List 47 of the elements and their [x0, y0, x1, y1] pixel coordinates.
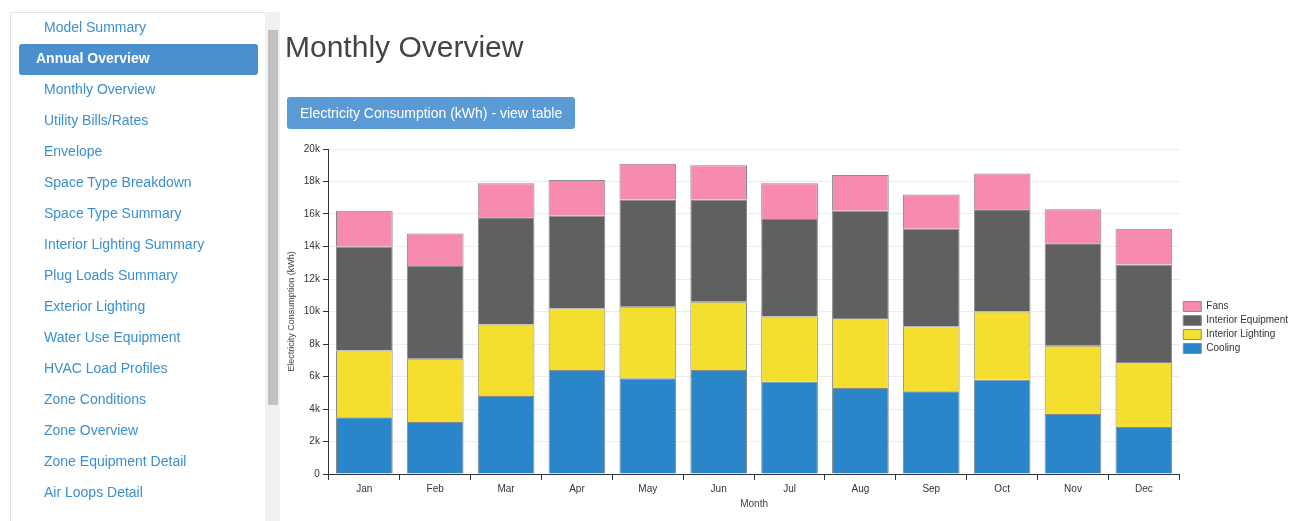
x-tick-label: Jul [783, 482, 796, 494]
y-tick-label: 0 [314, 467, 321, 479]
chart-title: Monthly Overview [285, 30, 524, 64]
y-tick-label: 10k [303, 305, 321, 317]
y-tick-label: 18k [303, 175, 321, 187]
legend-label: Cooling [1206, 342, 1241, 354]
y-tick-label: 8k [309, 337, 321, 349]
y-tick-label: 20k [303, 142, 321, 154]
text: Plug Loads Summary [43, 266, 179, 285]
y-tick-label: 16k [303, 207, 321, 219]
text: Envelope [43, 142, 104, 161]
text: Annual Overview [19, 44, 258, 75]
x-tick-label: Oct [994, 482, 1011, 494]
legend-label: Interior Equipment [1206, 314, 1289, 326]
y-tick-label: 12k [303, 272, 321, 284]
x-tick-label: May [638, 482, 658, 494]
y-tick-label: 14k [303, 240, 321, 252]
text: Zone Equipment Detail [43, 452, 188, 471]
y-tick-label: 2k [309, 435, 321, 447]
text: Zone Conditions [43, 390, 147, 409]
x-tick-label: Nov [1064, 482, 1082, 494]
legend-label: Fans [1206, 300, 1229, 312]
x-tick-label: Jun [710, 482, 727, 494]
text: Space Type Summary [43, 204, 183, 223]
x-tick-label: Jan [356, 482, 373, 494]
text: Air Loops Detail [43, 483, 144, 502]
y-axis-title: Electricity Consumption (kWh) [285, 251, 296, 372]
text: HVAC Load Profiles [43, 359, 169, 378]
chart-subtitle: Electricity Consumption (kWh) - view table [287, 97, 576, 129]
text: Water Use Equipment [43, 328, 182, 347]
text: Interior Lighting Summary [43, 235, 206, 254]
x-tick-label: Dec [1134, 482, 1153, 494]
x-tick-label: Mar [497, 482, 516, 494]
text: Model Summary [43, 18, 147, 37]
y-tick-label: 6k [309, 370, 321, 382]
text: Space Type Breakdown [43, 173, 193, 192]
y-tick-label: 4k [309, 402, 321, 414]
x-tick-label: Feb [426, 482, 445, 494]
legend-label: Interior Lighting [1206, 328, 1276, 340]
x-tick-label: Aug [851, 482, 870, 494]
x-tick-label: Apr [569, 482, 586, 494]
text: Monthly Overview [43, 80, 157, 99]
x-tick-label: Sep [922, 482, 941, 494]
text: Utility Bills/Rates [43, 111, 150, 130]
text: Exterior Lighting [43, 297, 147, 316]
text: Zone Overview [43, 421, 140, 440]
x-axis-title: Month [740, 497, 769, 509]
